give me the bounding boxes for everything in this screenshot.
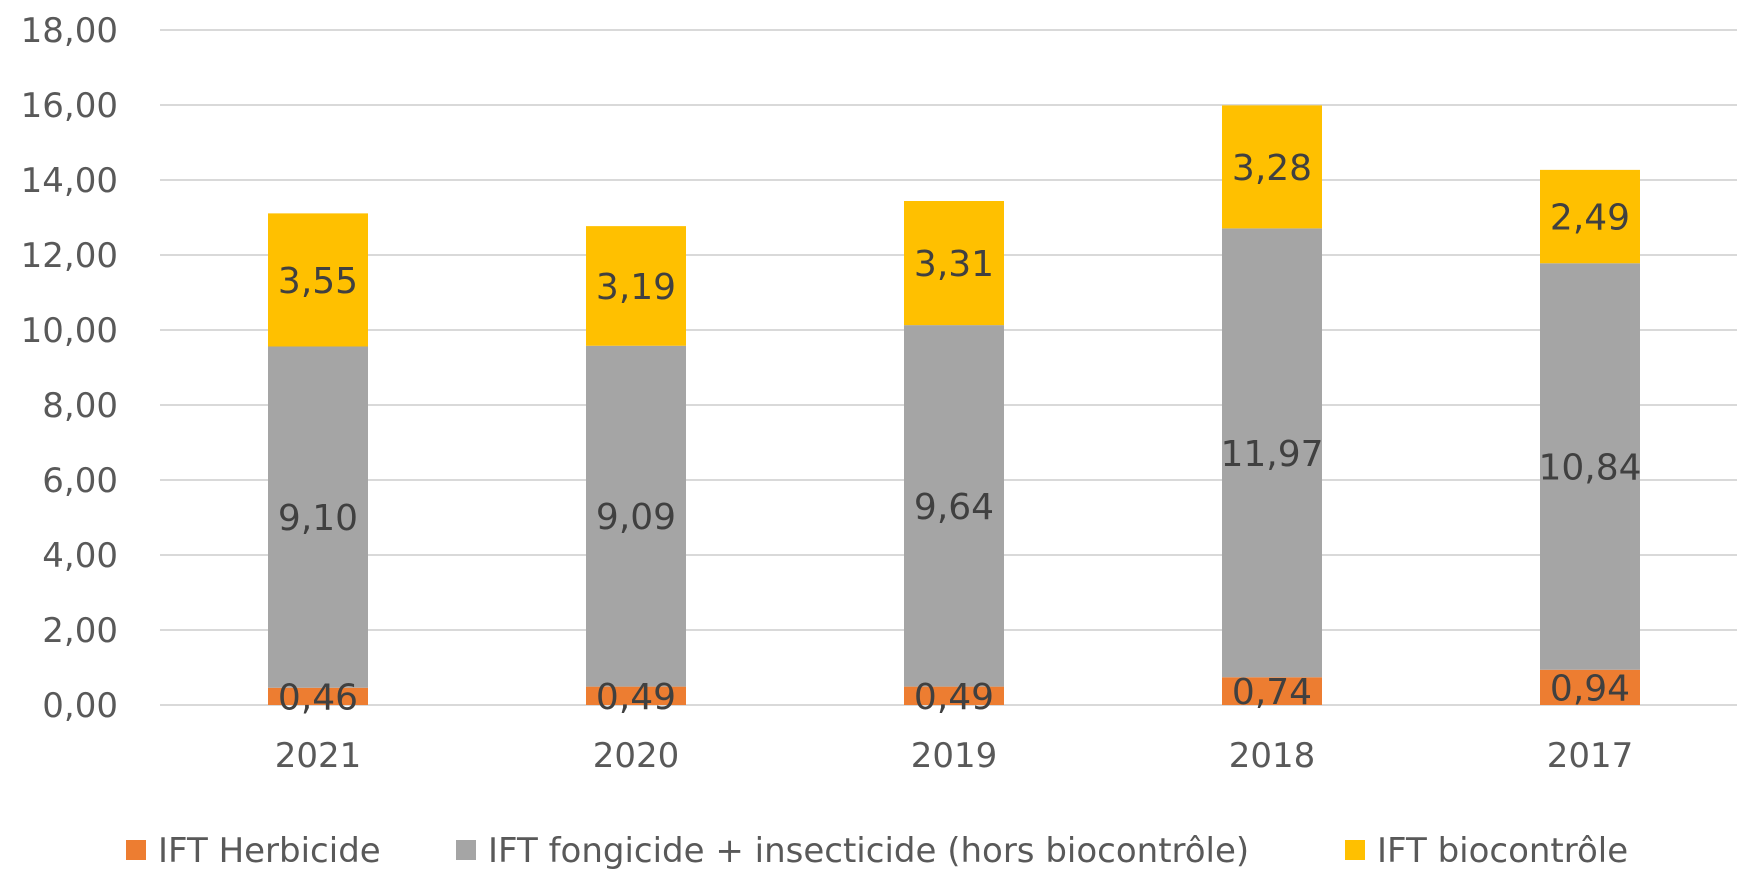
x-axis: 2021 2020 2019 2018 2017 xyxy=(275,736,1634,776)
legend-swatch xyxy=(126,840,146,860)
y-tick-label: 10,00 xyxy=(21,311,118,351)
legend-label: IFT Herbicide xyxy=(158,831,381,871)
data-label: 9,09 xyxy=(596,497,676,538)
data-label: 3,55 xyxy=(278,261,358,302)
bar-segment xyxy=(1540,669,1640,705)
data-label: 0,49 xyxy=(596,677,676,718)
data-label: 0,74 xyxy=(1232,672,1312,713)
bar-segment xyxy=(268,687,368,705)
data-label: 0,94 xyxy=(1550,668,1630,709)
bar-segment xyxy=(1540,263,1640,670)
bar-segment xyxy=(1222,105,1322,229)
legend-swatch xyxy=(456,840,476,860)
legend-label: IFT biocontrôle xyxy=(1377,831,1628,871)
x-tick-label: 2018 xyxy=(1229,736,1316,776)
bars xyxy=(268,105,1640,705)
bar-segment xyxy=(586,345,686,687)
data-label: 0,49 xyxy=(914,677,994,718)
data-labels: 0,46 9,10 3,55 0,49 9,09 3,19 0,49 9,64 3,31 0,74… xyxy=(278,148,1642,719)
x-tick-label: 2020 xyxy=(593,736,680,776)
bar-segment xyxy=(1222,677,1322,705)
y-tick-label: 14,00 xyxy=(21,161,118,201)
x-tick-label: 2019 xyxy=(911,736,998,776)
y-tick-label: 18,00 xyxy=(21,11,118,51)
bar-segment xyxy=(586,226,686,346)
legend: IFT Herbicide IFT fongicide + insecticide… xyxy=(126,831,1628,871)
bar-segment xyxy=(268,346,368,688)
data-label: 9,64 xyxy=(914,487,994,528)
data-label: 3,19 xyxy=(596,267,676,308)
y-tick-label: 0,00 xyxy=(42,686,118,726)
data-label: 0,46 xyxy=(278,677,358,718)
data-label: 11,97 xyxy=(1220,434,1323,475)
y-tick-label: 12,00 xyxy=(21,236,118,276)
legend-swatch xyxy=(1345,840,1365,860)
y-tick-label: 6,00 xyxy=(42,461,118,501)
x-tick-label: 2021 xyxy=(275,736,362,776)
bar-segment xyxy=(1222,228,1322,678)
bar-segment xyxy=(268,213,368,347)
y-tick-label: 4,00 xyxy=(42,536,118,576)
data-label: 9,10 xyxy=(278,498,358,539)
bar-segment xyxy=(586,686,686,705)
bar-segment xyxy=(904,325,1004,687)
x-tick-label: 2017 xyxy=(1547,736,1634,776)
legend-label: IFT fongicide + insecticide (hors biocon… xyxy=(488,831,1249,871)
data-label: 10,84 xyxy=(1538,448,1641,489)
data-label: 3,31 xyxy=(914,244,994,285)
y-tick-label: 16,00 xyxy=(21,86,118,126)
data-label: 3,28 xyxy=(1232,148,1312,189)
bar-segment xyxy=(904,201,1004,326)
y-tick-label: 2,00 xyxy=(42,611,118,651)
y-axis: 0,00 2,00 4,00 6,00 8,00 10,00 12,00 14,00 16,00… xyxy=(21,11,118,726)
y-tick-label: 8,00 xyxy=(42,386,118,426)
bar-segment xyxy=(904,686,1004,705)
bar-segment xyxy=(1540,169,1640,264)
data-label: 2,49 xyxy=(1550,198,1630,239)
